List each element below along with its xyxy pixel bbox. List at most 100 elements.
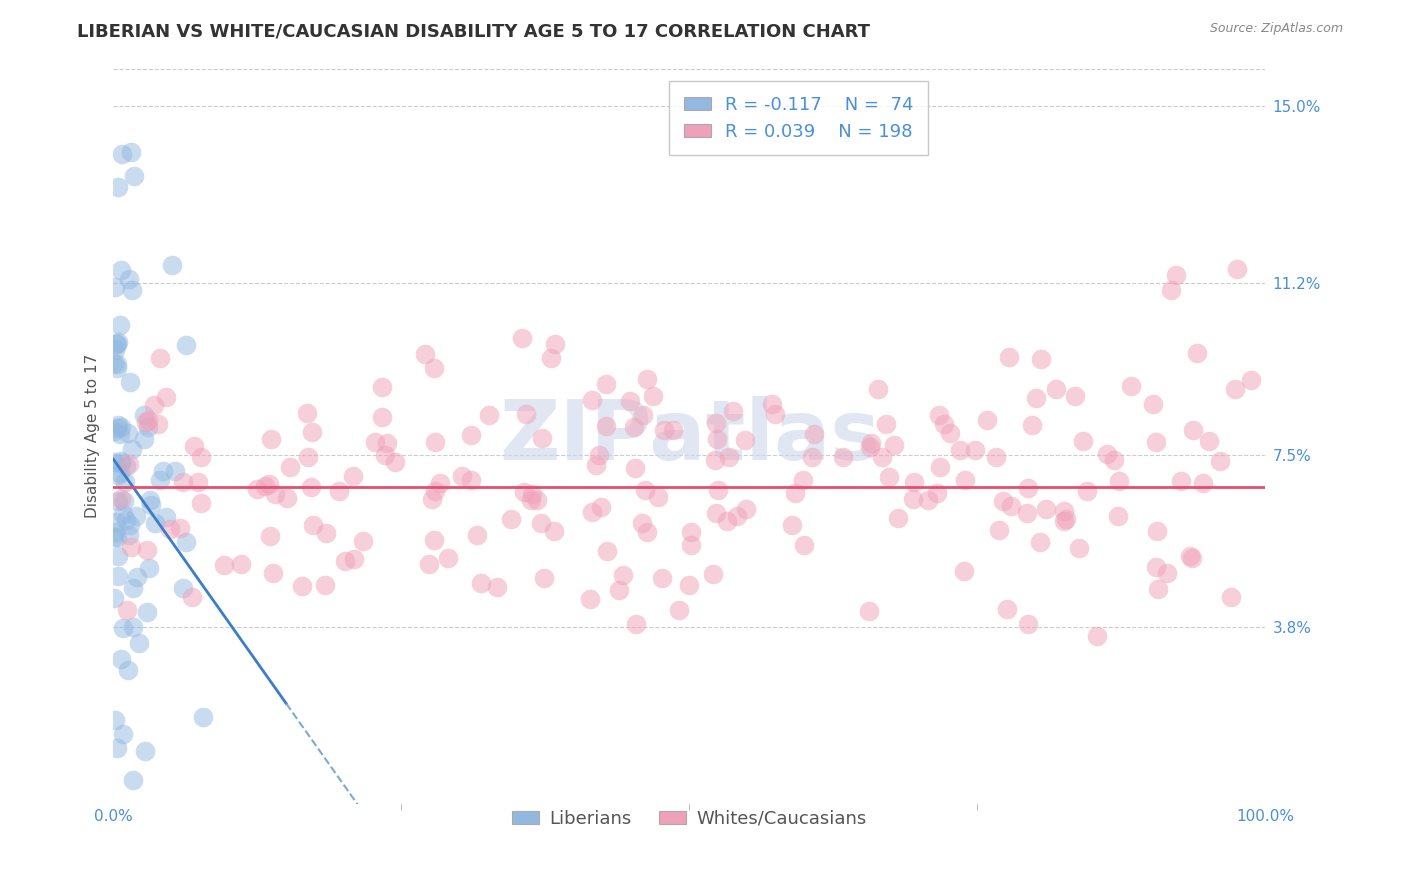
Point bbox=[105, 357, 128, 371]
Point bbox=[105, 530, 128, 544]
Point bbox=[901, 491, 924, 506]
Point bbox=[725, 508, 748, 523]
Point bbox=[418, 558, 440, 572]
Point bbox=[1156, 566, 1178, 581]
Point bbox=[169, 521, 191, 535]
Point bbox=[159, 522, 181, 536]
Point bbox=[607, 582, 630, 597]
Point bbox=[104, 343, 127, 358]
Point bbox=[139, 492, 162, 507]
Point bbox=[1180, 549, 1202, 563]
Point bbox=[314, 578, 336, 592]
Point bbox=[315, 525, 337, 540]
Point bbox=[146, 417, 169, 431]
Point bbox=[295, 406, 318, 420]
Point bbox=[1182, 423, 1205, 437]
Point bbox=[415, 346, 437, 360]
Point bbox=[1063, 389, 1085, 403]
Point bbox=[136, 605, 159, 619]
Point bbox=[246, 483, 269, 497]
Point bbox=[596, 543, 619, 558]
Point bbox=[526, 493, 548, 508]
Point bbox=[134, 744, 156, 758]
Point bbox=[875, 417, 897, 431]
Point bbox=[1170, 474, 1192, 488]
Point bbox=[612, 567, 634, 582]
Point bbox=[117, 425, 139, 440]
Point bbox=[423, 533, 446, 547]
Point bbox=[104, 337, 127, 351]
Point bbox=[105, 337, 128, 351]
Point bbox=[1142, 397, 1164, 411]
Point bbox=[988, 523, 1011, 537]
Point bbox=[183, 439, 205, 453]
Point bbox=[917, 492, 939, 507]
Point bbox=[1021, 417, 1043, 432]
Point bbox=[231, 557, 253, 571]
Point bbox=[679, 538, 702, 552]
Point bbox=[963, 442, 986, 457]
Point bbox=[121, 620, 143, 634]
Point bbox=[214, 558, 236, 573]
Point bbox=[139, 498, 162, 512]
Point bbox=[678, 578, 700, 592]
Point bbox=[136, 413, 159, 427]
Point bbox=[803, 427, 825, 442]
Point bbox=[127, 570, 149, 584]
Point bbox=[260, 432, 283, 446]
Point bbox=[927, 486, 949, 500]
Point bbox=[111, 621, 134, 635]
Point bbox=[801, 450, 824, 465]
Point bbox=[107, 549, 129, 563]
Point bbox=[149, 473, 172, 487]
Point bbox=[1017, 617, 1039, 632]
Point bbox=[278, 460, 301, 475]
Point bbox=[174, 535, 197, 549]
Point bbox=[165, 464, 187, 478]
Point bbox=[1119, 379, 1142, 393]
Point bbox=[108, 427, 131, 442]
Point bbox=[761, 397, 783, 411]
Point bbox=[585, 458, 607, 473]
Point bbox=[1144, 560, 1167, 574]
Point bbox=[636, 372, 658, 386]
Point bbox=[624, 460, 647, 475]
Point bbox=[1056, 511, 1078, 525]
Point bbox=[111, 146, 134, 161]
Point bbox=[143, 516, 166, 531]
Point bbox=[264, 487, 287, 501]
Point bbox=[423, 483, 446, 498]
Point bbox=[107, 569, 129, 583]
Point bbox=[122, 169, 145, 183]
Point bbox=[1185, 345, 1208, 359]
Point bbox=[122, 581, 145, 595]
Point bbox=[134, 432, 156, 446]
Point bbox=[110, 318, 132, 332]
Point bbox=[1053, 504, 1076, 518]
Point bbox=[652, 423, 675, 437]
Point bbox=[174, 338, 197, 352]
Point bbox=[125, 508, 148, 523]
Point bbox=[117, 457, 139, 471]
Point bbox=[540, 351, 562, 365]
Point bbox=[342, 469, 364, 483]
Point bbox=[110, 454, 132, 468]
Point bbox=[723, 404, 745, 418]
Point bbox=[429, 475, 451, 490]
Point bbox=[155, 390, 177, 404]
Point bbox=[107, 334, 129, 349]
Point bbox=[530, 431, 553, 445]
Point bbox=[107, 417, 129, 432]
Point bbox=[877, 469, 900, 483]
Point bbox=[716, 514, 738, 528]
Point bbox=[984, 450, 1007, 465]
Point bbox=[1052, 514, 1074, 528]
Point bbox=[107, 179, 129, 194]
Point bbox=[544, 336, 567, 351]
Point bbox=[1095, 447, 1118, 461]
Point bbox=[259, 529, 281, 543]
Point bbox=[651, 571, 673, 585]
Point bbox=[589, 500, 612, 514]
Point bbox=[117, 663, 139, 677]
Point bbox=[1223, 383, 1246, 397]
